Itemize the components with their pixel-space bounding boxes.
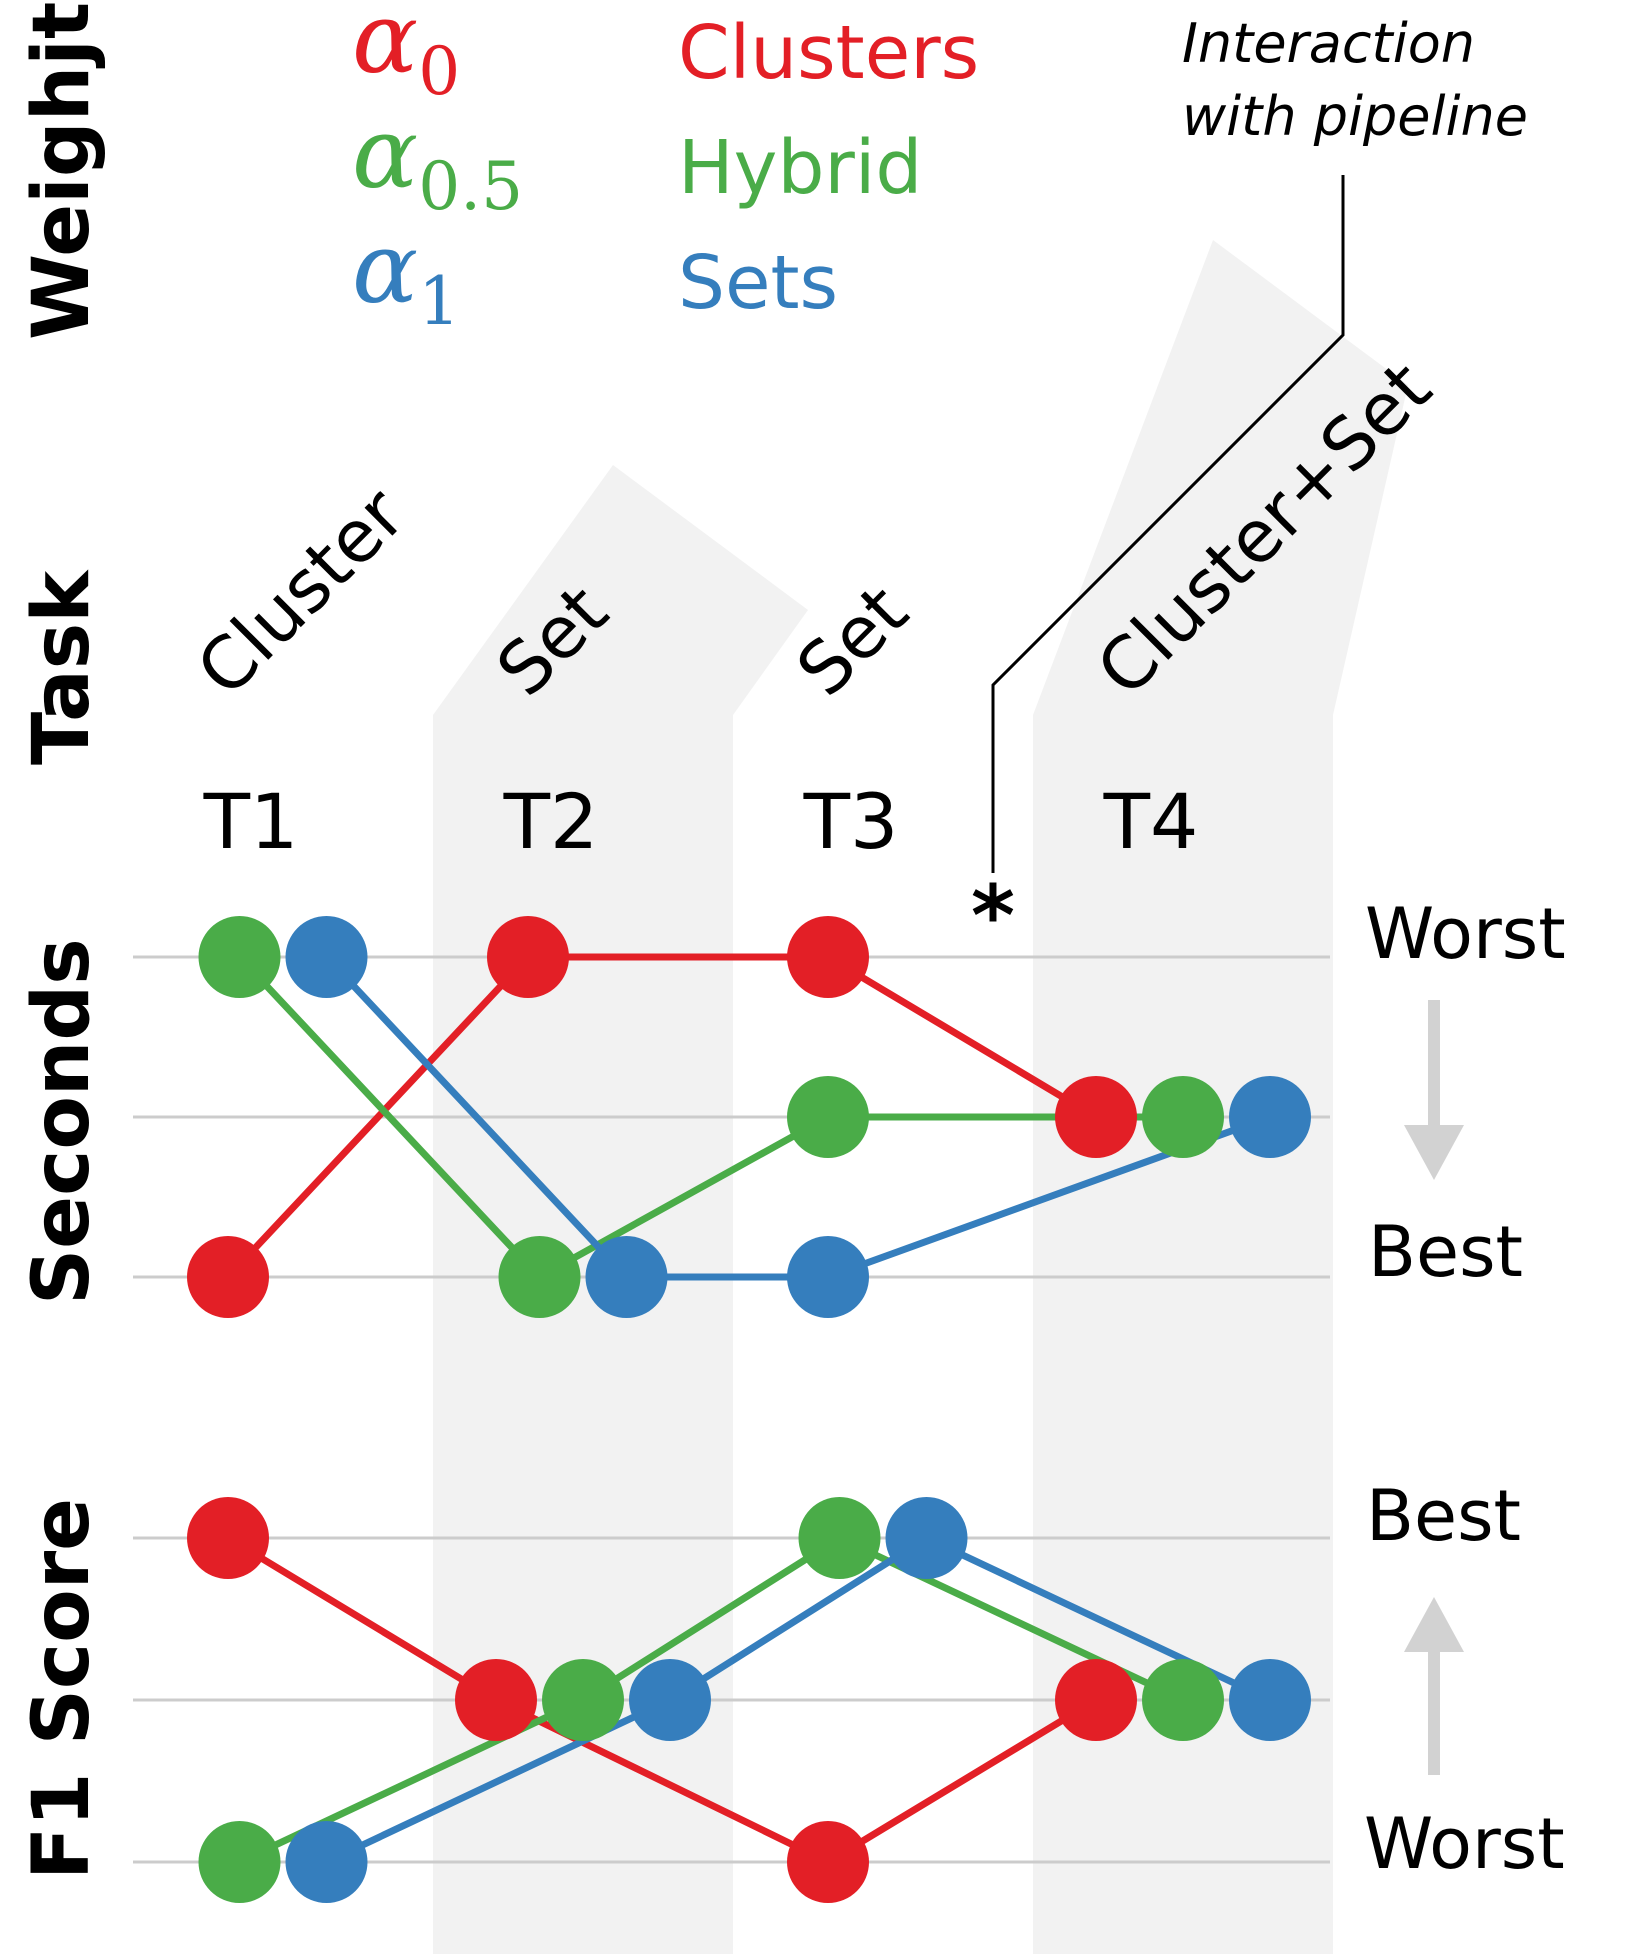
point-1-clusters-t3 bbox=[787, 1821, 869, 1903]
legend: α0 α0.5 α1 Clusters Hybrid Sets bbox=[352, 0, 979, 340]
point-1-hybrid-t2 bbox=[542, 1659, 624, 1741]
point-1-sets-t1 bbox=[285, 1821, 368, 1903]
f1-direction-arrow bbox=[1404, 1597, 1464, 1775]
seconds-heading: Seconds bbox=[17, 938, 107, 1305]
point-0-hybrid-t2 bbox=[498, 1236, 581, 1318]
point-0-hybrid-t1 bbox=[198, 916, 281, 998]
point-1-sets-t2 bbox=[629, 1659, 711, 1741]
line-1-hybrid bbox=[238, 1534, 1185, 1866]
line-0-clusters bbox=[225, 953, 1098, 1280]
point-1-hybrid-t1 bbox=[198, 1821, 281, 1903]
line-1-sets bbox=[325, 1534, 1272, 1866]
legend-label-clusters: Clusters bbox=[678, 10, 979, 96]
annotation-line-1: Interaction bbox=[1182, 12, 1475, 75]
point-0-sets-t4 bbox=[1229, 1076, 1311, 1158]
series-points bbox=[187, 916, 1311, 1903]
task-band-t2 bbox=[433, 465, 808, 1954]
point-1-clusters-t1 bbox=[187, 1497, 269, 1579]
point-0-hybrid-t4 bbox=[1142, 1076, 1224, 1158]
task-id-t1: T1 bbox=[203, 777, 299, 866]
legend-symbol-hybrid: α0.5 bbox=[352, 97, 523, 225]
line-0-hybrid bbox=[236, 954, 1183, 1282]
f1-top-label: Best bbox=[1366, 1475, 1521, 1557]
point-1-clusters-t2 bbox=[455, 1659, 537, 1741]
legend-label-sets: Sets bbox=[678, 240, 838, 326]
line-1-clusters bbox=[226, 1535, 1098, 1866]
task-id-t4: T4 bbox=[1103, 777, 1199, 866]
f1-bottom-label: Worst bbox=[1364, 1803, 1565, 1885]
point-0-clusters-t2 bbox=[487, 916, 569, 998]
point-0-clusters-t1 bbox=[187, 1236, 269, 1318]
seconds-direction-arrow bbox=[1404, 1000, 1464, 1180]
point-1-hybrid-t3 bbox=[798, 1497, 881, 1579]
seconds-top-label: Worst bbox=[1365, 893, 1566, 975]
annotation-leader-line bbox=[991, 175, 1345, 873]
point-1-clusters-t4 bbox=[1055, 1659, 1137, 1741]
annotation-line-2: with pipeline bbox=[1182, 85, 1528, 148]
task-type-t3: Set bbox=[781, 569, 924, 712]
point-0-clusters-t4 bbox=[1055, 1076, 1137, 1158]
task-id-t3: T3 bbox=[803, 777, 899, 866]
point-1-sets-t4 bbox=[1229, 1659, 1311, 1741]
legend-symbol-clusters: α0 bbox=[352, 0, 460, 110]
point-1-sets-t3 bbox=[885, 1497, 968, 1579]
task-bands bbox=[433, 240, 1408, 1954]
legend-symbol-sets: α1 bbox=[352, 212, 460, 340]
point-0-sets-t2 bbox=[585, 1236, 668, 1318]
seconds-bottom-label: Best bbox=[1368, 1211, 1523, 1293]
task-heading: Task bbox=[17, 569, 107, 765]
point-0-hybrid-t3 bbox=[787, 1076, 869, 1158]
point-1-hybrid-t4 bbox=[1142, 1659, 1224, 1741]
task-id-t2: T2 bbox=[503, 777, 599, 866]
annotation-marker: * bbox=[971, 867, 1015, 965]
point-0-clusters-t3 bbox=[787, 916, 869, 998]
task-band-t4 bbox=[1033, 240, 1408, 1954]
point-0-sets-t1 bbox=[285, 916, 368, 998]
f1-heading: F1 Score bbox=[17, 1498, 107, 1880]
series-lines bbox=[225, 953, 1272, 1866]
legend-label-hybrid: Hybrid bbox=[678, 125, 922, 211]
point-0-sets-t3 bbox=[787, 1236, 869, 1318]
line-0-sets bbox=[323, 954, 1272, 1281]
task-type-t1: Cluster bbox=[181, 472, 421, 712]
legend-heading: Weighjt bbox=[17, 2, 107, 340]
